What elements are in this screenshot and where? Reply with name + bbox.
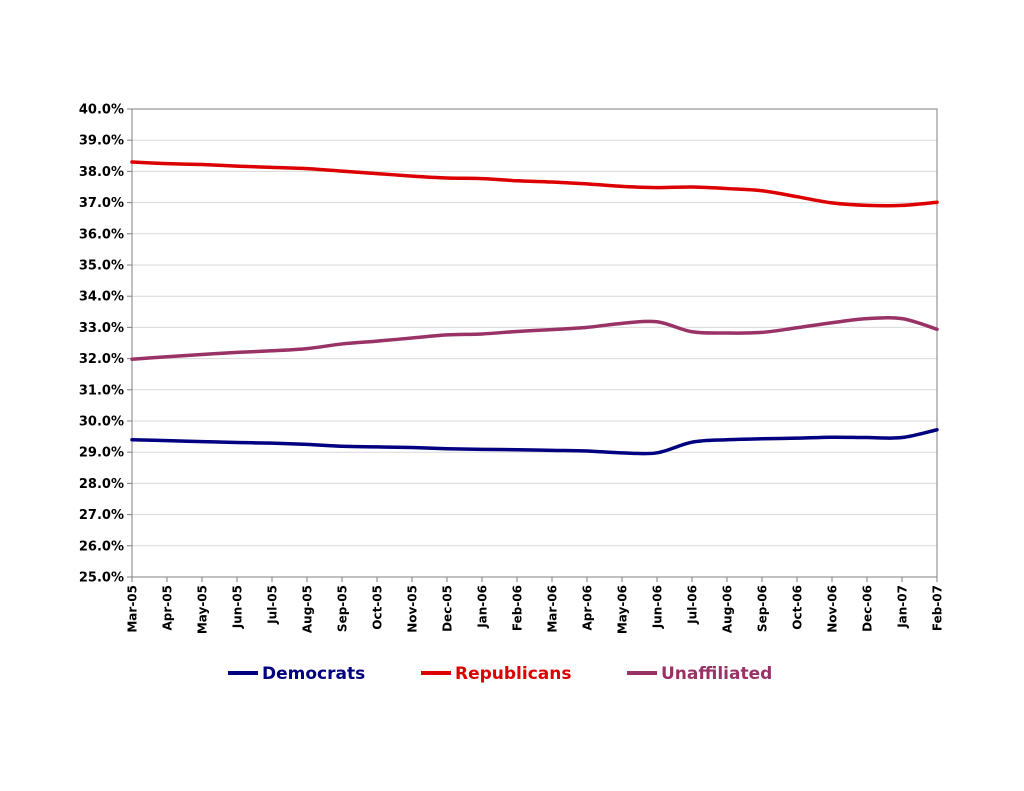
x-tick-label: Jul-05 (266, 585, 280, 625)
y-tick-label: 33.0% (79, 321, 124, 336)
x-tick-label: Sep-06 (756, 585, 770, 632)
y-tick-label: 32.0% (79, 352, 124, 367)
y-tick-label: 39.0% (79, 134, 124, 149)
series-line-unaffiliated (130, 315, 939, 361)
y-tick-label: 37.0% (79, 196, 124, 211)
y-tick-label: 31.0% (79, 383, 124, 398)
legend-item-unaffiliated: Unaffiliated (627, 664, 772, 684)
x-tick-label: May-05 (196, 585, 210, 634)
legend-item-republicans: Republicans (421, 664, 572, 684)
legend-label: Unaffiliated (661, 664, 772, 684)
x-tick-label: Jan-07 (896, 585, 910, 629)
x-tick-label: Jun-05 (231, 585, 245, 629)
x-tick-label: Jan-06 (476, 585, 490, 629)
x-axis: Mar-05 Apr-05 May-05 Jun-05 Jul-05 Aug-05 Sep-… (126, 577, 945, 634)
x-tick-label: Oct-06 (791, 585, 805, 630)
y-tick-label: 34.0% (79, 290, 124, 305)
x-tick-label: Feb-07 (931, 585, 945, 631)
series-line-republicans (130, 160, 939, 208)
y-tick-label: 27.0% (79, 508, 124, 523)
gridlines (132, 139, 937, 547)
x-tick-label: Apr-06 (581, 585, 595, 630)
legend-item-democrats: Democrats (228, 664, 365, 684)
series-lines (130, 160, 939, 456)
x-tick-label: Apr-05 (161, 585, 175, 630)
x-tick-label: Sep-05 (336, 585, 350, 632)
y-tick-label: 28.0% (79, 477, 124, 492)
y-tick-label: 30.0% (79, 415, 124, 430)
y-tick-label: 26.0% (79, 539, 124, 554)
series-line-democrats (130, 427, 939, 456)
x-tick-label: Oct-05 (371, 585, 385, 630)
x-tick-label: Mar-05 (126, 585, 140, 633)
y-tick-label: 38.0% (79, 165, 124, 180)
y-tick-label: 29.0% (79, 446, 124, 461)
x-tick-label: Jul-06 (686, 585, 700, 625)
legend-label: Democrats (262, 664, 365, 684)
legend: Democrats Republicans Unaffiliated (228, 664, 772, 684)
x-tick-label: Dec-05 (441, 585, 455, 632)
y-axis: 25.0% 26.0% 27.0% 28.0% 29.0% 30.0% 31.0% 32.0%… (79, 103, 132, 586)
x-tick-label: Dec-06 (861, 585, 875, 632)
x-tick-label: Aug-06 (721, 585, 735, 633)
y-tick-label: 35.0% (79, 259, 124, 274)
x-tick-label: Jun-06 (651, 585, 665, 629)
x-tick-label: May-06 (616, 585, 630, 634)
y-tick-label: 25.0% (79, 571, 124, 586)
x-tick-label: Feb-06 (511, 585, 525, 631)
plot-area (131, 108, 938, 578)
y-tick-label: 40.0% (79, 103, 124, 118)
x-tick-label: Nov-06 (826, 585, 840, 633)
x-tick-label: Nov-05 (406, 585, 420, 633)
y-tick-label: 36.0% (79, 227, 124, 242)
x-tick-label: Aug-05 (301, 585, 315, 633)
x-tick-label: Mar-06 (546, 585, 560, 633)
legend-label: Republicans (455, 664, 572, 684)
